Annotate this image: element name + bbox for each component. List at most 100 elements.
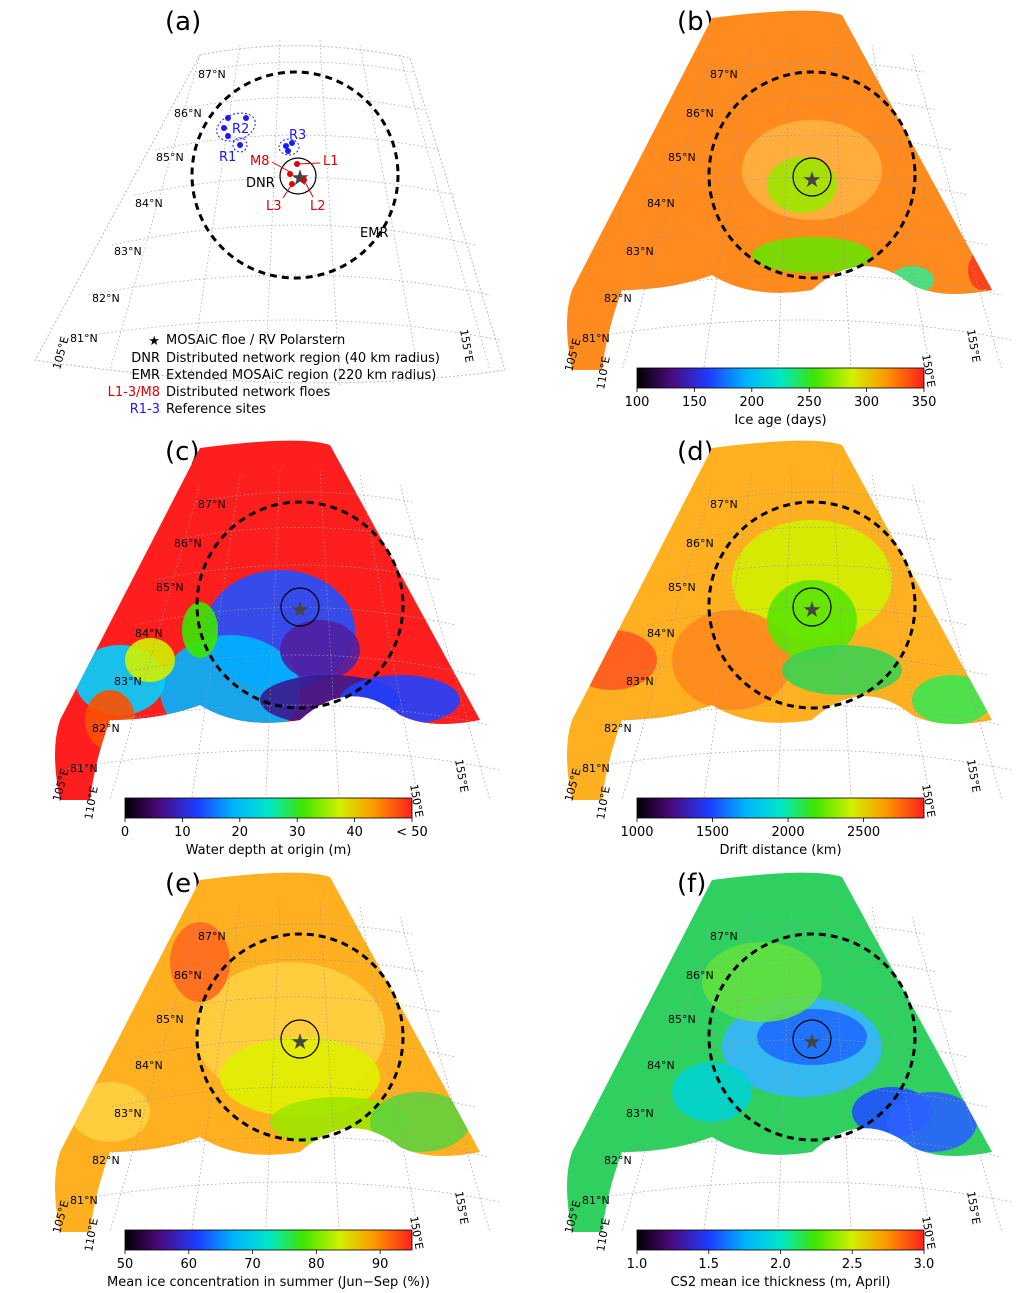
graticule [59, 901, 501, 1248]
lat-label: 82°N [92, 1154, 120, 1167]
ice-field-map [567, 872, 992, 1233]
colorbar-tick-label: 1.0 [627, 1257, 648, 1272]
colorbar-tick-label: 100 [625, 395, 650, 410]
lon-label: 105°E [50, 335, 71, 371]
lat-label: 81°N [70, 762, 98, 775]
lat-label: 86°N [174, 537, 202, 550]
legend-text: Distributed network region (40 km radius… [166, 351, 440, 366]
lat-label: 82°N [604, 292, 632, 305]
lat-label: 85°N [156, 1013, 184, 1026]
ice-field-map [567, 440, 992, 801]
graticule [59, 469, 501, 816]
lat-label: 84°N [135, 627, 163, 640]
legend-key: ★ [148, 334, 160, 349]
lat-label: 81°N [70, 332, 98, 345]
lon-label: 155°E [452, 758, 471, 793]
graticule [59, 39, 501, 386]
lat-label: 84°N [647, 1059, 675, 1072]
dnr-circle [279, 157, 317, 195]
r2-label: R2 [232, 122, 249, 137]
map-sector-outline [34, 45, 506, 384]
l2-label: L2 [310, 199, 326, 214]
dnr-circle [792, 1019, 832, 1059]
lon-label: 110°E [594, 355, 613, 390]
dnr-circle [280, 1019, 320, 1059]
lat-label: 83°N [114, 675, 142, 688]
colorbar-tick-label: 40 [346, 825, 363, 840]
emr-circle [195, 500, 405, 710]
graticule [571, 901, 1013, 1248]
lon-label: 110°E [82, 1217, 101, 1252]
dnr-circle [280, 587, 320, 627]
legend-text: Extended MOSAiC region (220 km radius) [166, 368, 436, 383]
colorbar-tick-label: 90 [372, 1257, 389, 1272]
emr-circle [707, 932, 917, 1142]
colorbar-tick-label: 250 [797, 395, 822, 410]
legend-text: Distributed network floes [166, 385, 330, 400]
lat-label: 84°N [647, 627, 675, 640]
mosaic-floe-star: ★ [290, 598, 310, 623]
colorbar-tick-label: 10 [174, 825, 191, 840]
legend-key: R1-3 [130, 402, 160, 417]
lon-label: 155°E [457, 328, 476, 363]
r3-region [278, 138, 300, 156]
legend-key: DNR [131, 351, 160, 366]
lat-label: 85°N [668, 151, 696, 164]
lat-label: 82°N [604, 1154, 632, 1167]
lat-label: 83°N [114, 245, 142, 258]
emr-circle [190, 70, 400, 280]
map-panel-5: (e)87°N86°N85°N84°N83°N82°N81°N105°E110°… [50, 869, 501, 1290]
emr-circle [707, 500, 917, 710]
colorbar-tick-label: 300 [854, 395, 879, 410]
mosaic-floe-star: ★ [802, 1030, 822, 1055]
colorbar-tick-label: 20 [232, 825, 249, 840]
legend-key: EMR [132, 368, 160, 383]
emr-label: EMR [360, 226, 388, 241]
lat-label: 86°N [686, 969, 714, 982]
colorbar-tick-label: 3.0 [914, 1257, 935, 1272]
mosaic-floe-star: ★ [290, 1030, 310, 1055]
l3-label: L3 [266, 199, 282, 214]
graticule [571, 39, 1013, 386]
mosaic-floe-star: ★ [290, 166, 310, 191]
emr-circle [195, 932, 405, 1142]
lat-label: 87°N [198, 498, 226, 511]
lat-label: 85°N [668, 1013, 696, 1026]
colorbar-tick-label: 350 [912, 395, 937, 410]
lat-label: 81°N [70, 1194, 98, 1207]
lat-label: 81°N [582, 332, 610, 345]
lat-label: 87°N [710, 498, 738, 511]
legend-text: MOSAiC floe / RV Polarstern [166, 333, 345, 348]
mosaic-floe-star: ★ [802, 168, 822, 193]
r1-region [232, 137, 248, 153]
legend: ★ MOSAiC floe / RV Polarstern DNR Distri… [108, 333, 440, 417]
colorbar-label: Mean ice concentration in summer (Jun−Se… [107, 1275, 430, 1290]
colorbar-label: Ice age (days) [734, 413, 826, 428]
colorbar-tick-label: 150 [682, 395, 707, 410]
colorbar-tick-label: 1500 [696, 825, 729, 840]
lat-label: 86°N [686, 107, 714, 120]
dnr-circle [792, 157, 832, 197]
lon-label: 155°E [964, 328, 983, 363]
lat-label: 83°N [626, 1107, 654, 1120]
colorbar [636, 367, 925, 389]
lat-label: 86°N [686, 537, 714, 550]
lat-label: 82°N [92, 722, 120, 735]
lon-label: 155°E [964, 1190, 983, 1225]
map-panel-4: (d)87°N86°N85°N84°N83°N82°N81°N105°E110°… [562, 437, 1013, 858]
lat-label: 84°N [135, 1059, 163, 1072]
r3-label: R3 [289, 128, 306, 143]
colorbar-label: Water depth at origin (m) [186, 843, 352, 858]
lon-label: 110°E [594, 1217, 613, 1252]
dnr-circle [792, 587, 832, 627]
lat-label: 82°N [604, 722, 632, 735]
dnr-label: DNR [246, 176, 275, 191]
lat-label: 87°N [198, 68, 226, 81]
lat-label: 86°N [174, 107, 202, 120]
colorbar-tick-label: < 50 [396, 825, 428, 840]
lat-label: 87°N [710, 930, 738, 943]
ice-field-map [55, 440, 480, 801]
colorbar-tick-label: 200 [739, 395, 764, 410]
